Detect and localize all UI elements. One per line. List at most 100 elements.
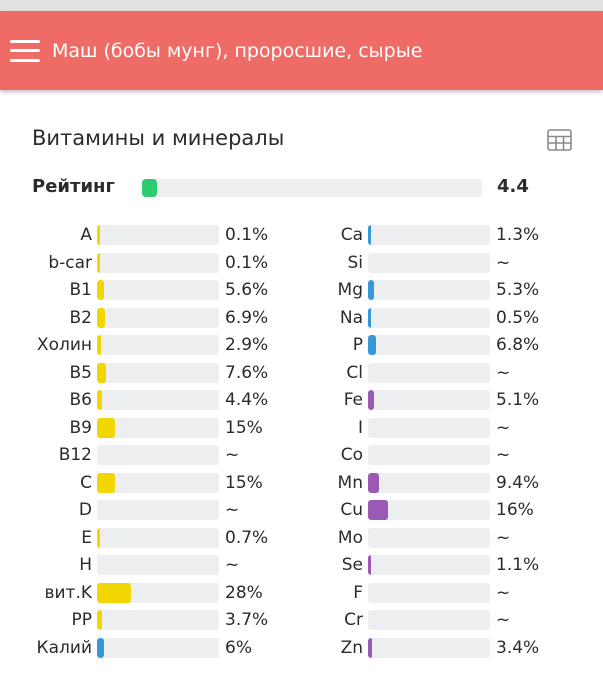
vitamin-value: 0.7% — [225, 527, 269, 548]
mineral-bar — [368, 500, 490, 520]
vitamin-label: b-car — [48, 252, 92, 273]
vitamin-bar — [97, 610, 219, 630]
vitamin-value: ~ — [225, 445, 240, 465]
status-strip — [0, 0, 603, 11]
vitamin-label: Холин — [36, 335, 92, 355]
mineral-value: ~ — [496, 527, 511, 548]
vitamin-label: D — [78, 500, 92, 520]
mineral-row: Mg 5.3% — [0, 279, 603, 301]
vitamin-bar — [97, 362, 219, 383]
mineral-bar — [368, 582, 490, 603]
mineral-label: Cl — [346, 362, 363, 383]
mineral-bar — [368, 555, 490, 575]
vitamin-bar-fill — [97, 280, 104, 300]
mineral-label: Mn — [337, 472, 363, 493]
section-title: Витамины и минералы — [32, 126, 285, 150]
vitamin-value: 0.1% — [225, 252, 269, 273]
mineral-bar — [368, 362, 490, 383]
vitamin-row: C 15% — [0, 472, 603, 494]
vitamin-bar — [97, 252, 219, 273]
mineral-value: ~ — [496, 582, 511, 603]
mineral-bar-fill — [368, 555, 371, 575]
vitamin-row: B12 ~ — [0, 444, 603, 466]
mineral-bar — [368, 390, 490, 410]
vitamin-bar — [97, 500, 219, 520]
vitamin-bar-fill — [97, 307, 106, 328]
vitamin-value: 4.4% — [225, 390, 269, 410]
mineral-bar-fill — [368, 390, 375, 410]
vitamin-value: 6.9% — [225, 307, 269, 328]
mineral-bar — [368, 307, 490, 328]
vitamin-label: PP — [71, 610, 92, 630]
table-grid-icon[interactable] — [547, 129, 572, 151]
vitamin-bar — [97, 225, 219, 245]
mineral-label: Mg — [337, 280, 363, 300]
vitamin-bar-fill — [97, 362, 107, 383]
vitamin-bar-fill — [97, 225, 100, 245]
vitamin-label: вит.K — [44, 582, 92, 603]
mineral-value: 5.1% — [496, 390, 540, 410]
vitamin-row: b-car 0.1% — [0, 252, 603, 274]
rating-bar — [142, 179, 482, 197]
mineral-bar — [368, 610, 490, 630]
vitamin-bar-fill — [97, 527, 100, 548]
vitamin-row: вит.K 28% — [0, 582, 603, 604]
vitamin-row: B6 4.4% — [0, 389, 603, 411]
mineral-bar — [368, 225, 490, 245]
vitamin-bar-fill — [97, 252, 100, 273]
vitamin-label: B6 — [69, 390, 92, 410]
mineral-label: Si — [347, 252, 363, 273]
vitamin-bar — [97, 307, 219, 328]
vitamin-value: 0.1% — [225, 225, 269, 245]
mineral-value: 5.3% — [496, 280, 540, 300]
vitamin-label: B9 — [69, 417, 92, 438]
vitamin-bar-fill — [97, 637, 105, 658]
mineral-row: Cu 16% — [0, 499, 603, 521]
mineral-value: 1.3% — [496, 225, 540, 245]
mineral-bar — [368, 637, 490, 658]
app-bar-title: Маш (бобы мунг), проросшие, сырые — [52, 39, 423, 62]
vitamin-value: 15% — [225, 417, 263, 438]
mineral-bar — [368, 445, 490, 465]
mineral-label: Na — [339, 307, 363, 328]
vitamin-label: C — [80, 472, 92, 493]
mineral-row: Zn 3.4% — [0, 637, 603, 659]
vitamin-bar — [97, 582, 219, 603]
vitamin-bar-fill — [97, 472, 116, 493]
mineral-label: F — [353, 582, 363, 603]
mineral-value: ~ — [496, 417, 511, 438]
mineral-value: ~ — [496, 362, 511, 383]
vitamin-bar-fill — [97, 610, 102, 630]
mineral-value: ~ — [496, 252, 511, 273]
mineral-bar-fill — [368, 225, 371, 245]
mineral-value: ~ — [496, 445, 511, 465]
vitamin-label: A — [80, 225, 92, 245]
hamburger-menu-icon[interactable] — [10, 39, 40, 62]
vitamin-row: D ~ — [0, 499, 603, 521]
mineral-row: Cr ~ — [0, 609, 603, 631]
vitamin-bar — [97, 637, 219, 658]
vitamin-row: A 0.1% — [0, 224, 603, 246]
vitamin-label: E — [81, 527, 92, 548]
mineral-label: Zn — [340, 637, 363, 658]
mineral-value: 6.8% — [496, 335, 540, 355]
vitamin-bar — [97, 527, 219, 548]
vitamin-value: 7.6% — [225, 362, 269, 383]
mineral-row: Cl ~ — [0, 362, 603, 384]
mineral-label: Co — [340, 445, 363, 465]
mineral-value: 3.4% — [496, 637, 540, 658]
mineral-bar — [368, 527, 490, 548]
mineral-label: Cr — [344, 610, 363, 630]
mineral-bar — [368, 280, 490, 300]
mineral-row: Se 1.1% — [0, 554, 603, 576]
vitamin-value: ~ — [225, 555, 240, 575]
mineral-bar-fill — [368, 472, 380, 493]
mineral-row: Mo ~ — [0, 527, 603, 549]
vitamin-bar — [97, 472, 219, 493]
mineral-value: 16% — [496, 500, 534, 520]
vitamin-row: PP 3.7% — [0, 609, 603, 631]
mineral-bar — [368, 252, 490, 273]
mineral-row: Na 0.5% — [0, 307, 603, 329]
vitamin-value: 28% — [225, 582, 263, 603]
vitamin-label: B2 — [69, 307, 92, 328]
